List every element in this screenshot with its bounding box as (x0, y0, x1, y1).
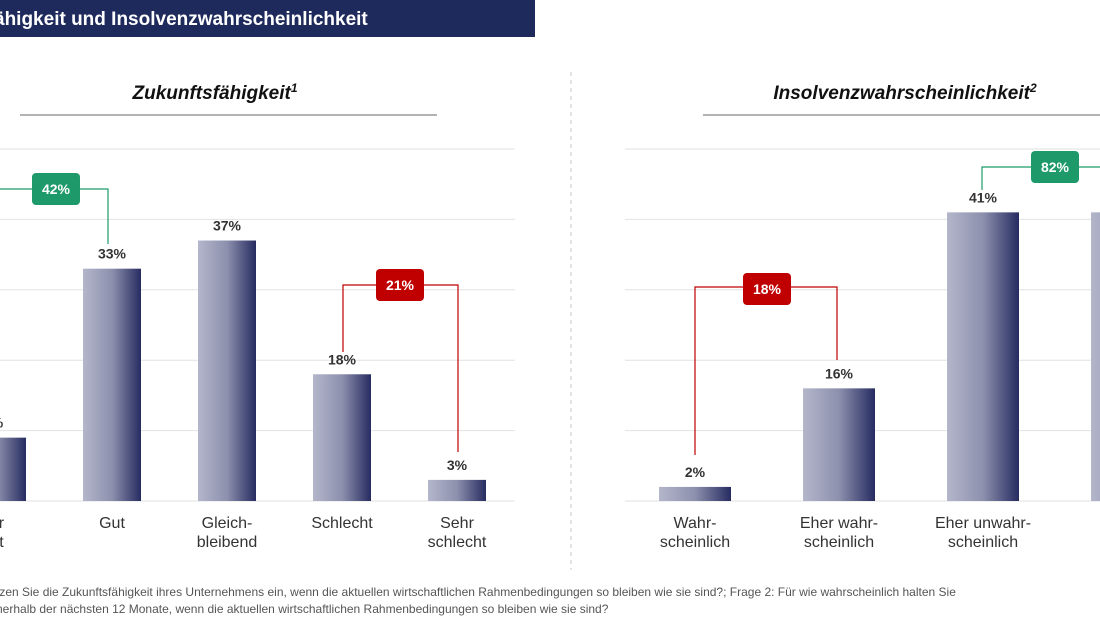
x-tick-label: Eher unwahr- (935, 515, 1031, 532)
annotation-box (743, 273, 791, 305)
value-label: 33% (98, 246, 127, 262)
bar (83, 268, 141, 501)
value-label: % (0, 415, 4, 431)
x-tick-label: Gut (99, 515, 125, 532)
value-label: 16% (825, 365, 854, 381)
header-bar (0, 0, 535, 37)
annotation-label: 82% (1041, 159, 1070, 175)
x-tick-label: scheinlich (804, 534, 874, 551)
value-label: 41% (969, 189, 998, 205)
value-label: 3% (447, 457, 468, 473)
bar (198, 240, 256, 501)
annotation-box (32, 173, 80, 205)
chart-title-sup: 1 (291, 81, 298, 95)
bar (1091, 212, 1100, 502)
annotation-label: 18% (753, 281, 782, 297)
annotation-box (1031, 151, 1079, 183)
chart-title-text: Insolvenzwahrscheinlichkeit (773, 83, 1030, 104)
x-tick-label: Eher wahr- (800, 515, 878, 532)
bar (947, 212, 1019, 502)
bar (313, 374, 371, 501)
x-tick-label: bleibend (197, 534, 258, 551)
value-label: 37% (213, 218, 242, 234)
footnote: nerhalb der nächsten 12 Monate, wenn die… (0, 602, 609, 616)
annotation-box (376, 269, 424, 301)
bar (428, 479, 486, 501)
x-tick-label: Sehr (440, 515, 474, 532)
x-tick-label: scheinlich (660, 534, 730, 551)
chart-title: Zukunftsfähigkeit1 (131, 81, 297, 104)
header-title: ähigkeit und Insolvenzwahrscheinlichkeit (0, 9, 368, 30)
bar (803, 388, 875, 501)
bar (659, 486, 731, 501)
x-tick-label: scheinlich (948, 534, 1018, 551)
x-tick-label: Schlecht (311, 515, 373, 532)
x-tick-label: Gleich- (202, 515, 253, 532)
chart-title-sup: 2 (1029, 81, 1037, 95)
x-tick-label: schlecht (428, 534, 487, 551)
value-label: 2% (685, 464, 706, 480)
footnote: tzen Sie die Zukunftsfähigkeit ihres Unt… (0, 585, 956, 599)
x-tick-label: ut (0, 534, 4, 551)
bar (0, 437, 26, 501)
x-tick-label: hr (0, 515, 5, 532)
annotation-label: 21% (386, 277, 415, 293)
x-tick-label: Wahr- (674, 515, 717, 532)
annotation-label: 42% (42, 181, 71, 197)
chart-title-text: Zukunftsfähigkeit (131, 83, 291, 104)
value-label: 18% (328, 351, 357, 367)
chart-title: Insolvenzwahrscheinlichkeit2 (773, 81, 1037, 104)
